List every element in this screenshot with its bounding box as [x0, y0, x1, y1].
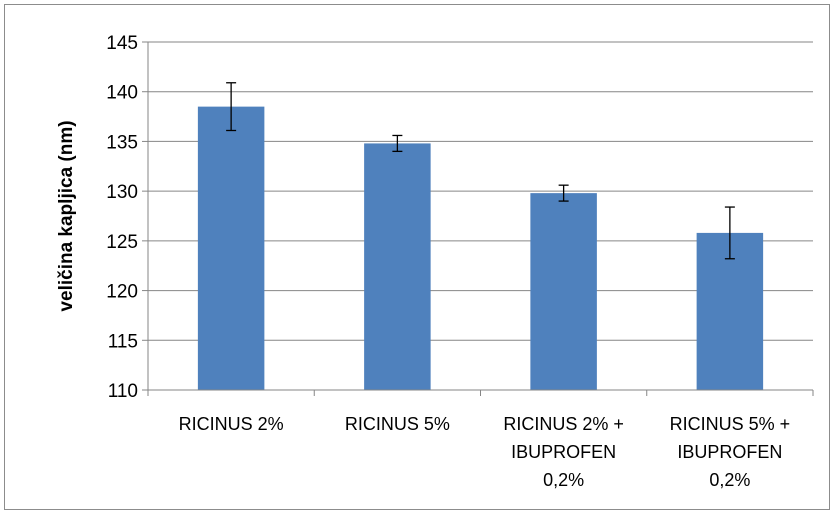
x-tick-label: RICINUS 5%: [345, 414, 450, 434]
y-tick-label: 125: [106, 232, 138, 253]
x-tick-label: RICINUS 2% +: [503, 414, 624, 434]
y-tick-label: 120: [106, 282, 138, 303]
x-tick-label: RICINUS 5% +: [670, 414, 791, 434]
axes: [142, 41, 814, 396]
x-tick-labels: RICINUS 2% RICINUS 5% RICINUS 2% + IBUPROFE…: [179, 414, 791, 490]
y-axis-label: veličina kapljica (nm): [56, 120, 77, 311]
y-tick-label: 115: [108, 331, 138, 352]
x-tick-label: IBUPROFEN: [511, 442, 616, 462]
x-tick-label: 0,2%: [543, 470, 584, 490]
y-tick-label: 130: [106, 182, 138, 203]
y-tick-label: 110: [108, 381, 138, 402]
y-tick-label: 145: [106, 33, 138, 54]
bar: [197, 106, 265, 390]
y-tick-labels: 110 115 120 125 130 135 140 145: [106, 33, 138, 402]
y-tick-label: 135: [106, 132, 138, 153]
x-tick-label: IBUPROFEN: [677, 442, 782, 462]
y-tick-label: 140: [106, 83, 138, 104]
bars: [197, 106, 764, 390]
x-tick-label: 0,2%: [709, 470, 750, 490]
bar: [364, 143, 431, 390]
error-bars: [226, 82, 735, 260]
bar: [530, 193, 597, 390]
x-tick-label: RICINUS 2%: [179, 414, 284, 434]
